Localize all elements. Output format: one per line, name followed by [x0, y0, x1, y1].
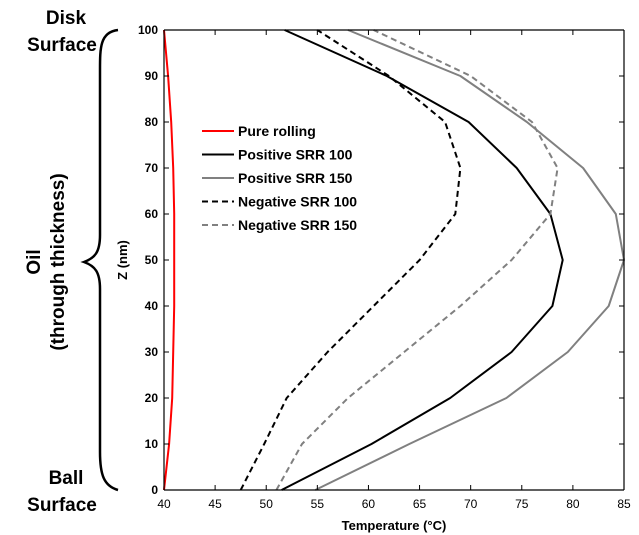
y-tick-label: 40: [145, 299, 159, 313]
y-tick-label: 100: [138, 23, 158, 37]
x-tick-label: 65: [413, 497, 427, 511]
axis-layer: 40 45 50 55 60 65 70 75 80 85 0 10 20 30 40 50 60 70 80 90 1…: [138, 23, 631, 511]
legend-label-2: Positive SRR 100: [238, 147, 353, 163]
y-axis-label: Z (nm): [115, 240, 130, 280]
x-tick-label: 40: [157, 497, 171, 511]
series-line-2: [281, 29, 564, 491]
y-tick-label: 80: [145, 115, 159, 129]
x-tick-label: 85: [617, 497, 631, 511]
annotation-disk-surface: Surface: [27, 35, 97, 56]
plot-area: 40 45 50 55 60 65 70 75 80 85 0 10 20 30 40 50 60 70 80 90 1…: [138, 23, 631, 511]
series-line-4: [239, 29, 462, 491]
legend-label-1: Pure rolling: [238, 123, 316, 139]
series-line-5: [275, 29, 559, 491]
series-line-1: [163, 29, 176, 491]
x-tick-label: 60: [362, 497, 376, 511]
annotation-disk: Disk: [46, 8, 87, 29]
x-tick-label: 45: [208, 497, 222, 511]
annotation-ball-surface: Surface: [27, 495, 97, 516]
x-tick-label: 55: [311, 497, 325, 511]
thickness-brace: [80, 28, 119, 492]
series-layer: [163, 29, 625, 491]
legend: Pure rolling Positive SRR 100 Positive SRR…: [202, 123, 357, 233]
annotation-oil-line2: (through thickness): [48, 173, 69, 350]
y-tick-label: 60: [145, 207, 159, 221]
x-tick-label: 75: [515, 497, 529, 511]
series-line-3: [314, 29, 625, 491]
y-tick-label: 20: [145, 391, 159, 405]
y-tick-label: 0: [151, 483, 158, 497]
legend-label-5: Negative SRR 150: [238, 217, 357, 233]
y-tick-label: 90: [145, 69, 159, 83]
y-tick-label: 30: [145, 345, 159, 359]
y-tick-label: 50: [145, 253, 159, 267]
legend-label-4: Negative SRR 100: [238, 194, 357, 210]
annotation-oil: Oil (through thickness): [24, 173, 69, 350]
x-tick-label: 80: [566, 497, 580, 511]
y-tick-label: 70: [145, 161, 159, 175]
x-tick-label: 70: [464, 497, 478, 511]
annotation-oil-line1: Oil: [24, 249, 45, 274]
x-tick-label: 50: [260, 497, 274, 511]
y-tick-label: 10: [145, 437, 159, 451]
legend-label-3: Positive SRR 150: [238, 170, 353, 186]
annotation-ball: Ball: [49, 468, 84, 489]
x-axis-label: Temperature (°C): [342, 518, 447, 533]
